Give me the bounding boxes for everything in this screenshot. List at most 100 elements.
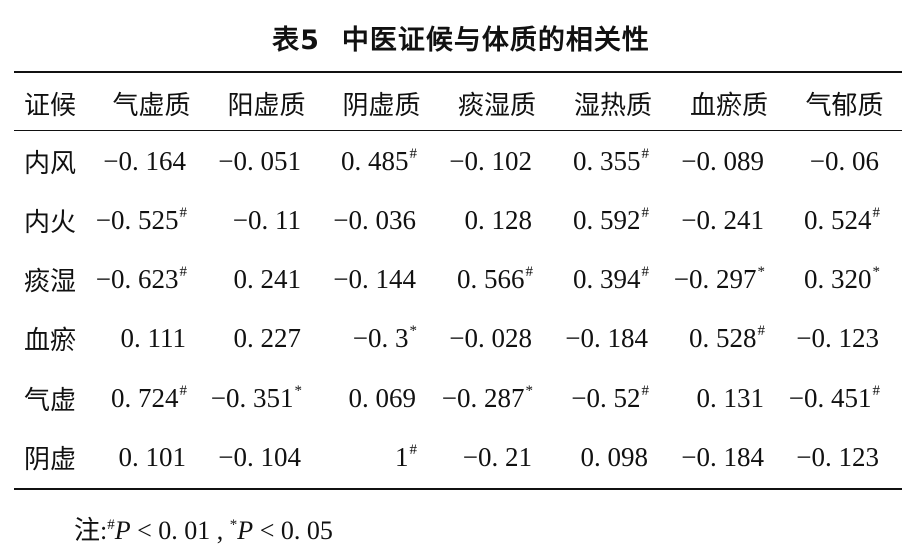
cell-value: 0. 592	[573, 204, 641, 235]
table-cell: −0. 623#	[94, 250, 209, 309]
cell-value: −0. 051	[218, 145, 301, 176]
table-cell: −0. 028	[439, 309, 555, 368]
column-header: 湿热质	[573, 90, 652, 121]
table-cell: 0. 592#	[555, 190, 671, 249]
cell-value: −0. 089	[681, 145, 764, 176]
cell-value: −0. 164	[103, 145, 186, 176]
cell-value: −0. 3	[352, 323, 409, 354]
significance-mark: *	[872, 263, 881, 280]
cell-value: 0. 101	[118, 442, 187, 473]
cell-value: −0. 104	[218, 442, 301, 473]
table-cell: −0. 104	[209, 428, 324, 487]
significance-mark: #	[872, 204, 881, 221]
significance-mark: #	[641, 145, 650, 162]
table-row: 内风 −0. 164 −0. 051 0. 485# −0. 102 0. 355# −0.…	[14, 131, 902, 190]
significance-mark: #	[179, 204, 188, 221]
table-cell: 0. 566#	[439, 250, 555, 309]
column-header: 血瘀质	[689, 90, 768, 121]
cell-value: 0. 111	[120, 323, 187, 354]
table-title: 表5 中医证候与体质的相关性	[0, 18, 918, 57]
table-cell: −0. 089	[671, 131, 787, 190]
significance-mark: #	[641, 263, 650, 280]
row-label: 血瘀	[24, 326, 77, 357]
significance-mark: *	[294, 382, 303, 399]
table-cell: −0. 287*	[439, 369, 555, 428]
cell-value: −0. 241	[681, 204, 764, 235]
table-row: 内火 −0. 525# −0. 11 −0. 036 0. 128 0. 592# −0. …	[14, 190, 902, 249]
column-header: 气虚质	[112, 90, 191, 121]
cell-value: 0. 098	[580, 442, 649, 473]
column-header: 阳虚质	[227, 90, 306, 121]
note-cond-1: < 0. 01 ,	[130, 516, 230, 545]
column-header: 证候	[24, 90, 77, 121]
significance-mark: #	[409, 145, 418, 162]
table-cell: −0. 051	[209, 131, 324, 190]
table-cell: 0. 069	[324, 369, 439, 428]
table-row: 阴虚 0. 101 −0. 104 1# −0. 21 0. 098 −0. 184 −0. …	[14, 428, 902, 487]
cell-value: −0. 525	[95, 204, 179, 235]
cell-value: 0. 241	[233, 263, 302, 294]
table-cell: 0. 227	[209, 309, 324, 368]
significance-mark: *	[757, 263, 766, 280]
table-cell: −0. 11	[209, 190, 324, 249]
cell-value: 0. 131	[696, 382, 765, 413]
table-row: 气虚 0. 724# −0. 351* 0. 069 −0. 287* −0. 52# 0.…	[14, 369, 902, 428]
table-cell: −0. 123	[787, 309, 902, 368]
table-cell: −0. 102	[439, 131, 555, 190]
table-cell: 0. 485#	[324, 131, 439, 190]
table-cell: −0. 21	[439, 428, 555, 487]
cell-value: 0. 128	[464, 204, 533, 235]
table-cell: 0. 131	[671, 369, 787, 428]
table-cell: −0. 164	[94, 131, 209, 190]
cell-value: −0. 06	[809, 145, 879, 176]
significance-mark: #	[757, 323, 766, 340]
table-cell: 1#	[324, 428, 439, 487]
significance-mark: #	[179, 382, 188, 399]
cell-value: 0. 355	[573, 145, 641, 176]
cell-value: 0. 394	[573, 263, 641, 294]
table-cell: 0. 528#	[671, 309, 787, 368]
cell-value: −0. 028	[449, 323, 532, 354]
cell-value: −0. 351	[210, 382, 294, 413]
table-number: 表5	[272, 25, 320, 56]
table-cell: −0. 525#	[94, 190, 209, 249]
column-header: 阴虚质	[342, 90, 421, 121]
table-cell: 0. 111	[94, 309, 209, 368]
bottom-rule	[14, 488, 902, 490]
cell-value: 0. 724	[111, 382, 179, 413]
significance-mark: #	[641, 204, 650, 221]
table-note: 注:#P < 0. 01 , *P < 0. 05	[74, 510, 333, 547]
cell-value: −0. 144	[333, 263, 416, 294]
cell-value: −0. 123	[796, 323, 879, 354]
table-cell: −0. 06	[787, 131, 902, 190]
table-cell: −0. 241	[671, 190, 787, 249]
cell-value: 0. 320	[804, 263, 872, 294]
note-prefix: 注:	[74, 516, 108, 545]
cell-value: −0. 11	[232, 204, 301, 235]
significance-mark: #	[872, 382, 881, 399]
row-label: 痰湿	[24, 266, 77, 297]
table-cell: −0. 3*	[324, 309, 439, 368]
significance-mark: *	[525, 382, 534, 399]
table-cell: 0. 241	[209, 250, 324, 309]
table-caption: 中医证候与体质的相关性	[341, 25, 650, 56]
cell-value: −0. 21	[462, 442, 532, 473]
table-cell: −0. 144	[324, 250, 439, 309]
significance-mark: #	[641, 382, 650, 399]
table-cell: 0. 320*	[787, 250, 902, 309]
header-row: 证候 气虚质 阳虚质 阴虚质 痰湿质 湿热质 血瘀质 气郁质	[14, 75, 902, 131]
table-row: 血瘀 0. 111 0. 227 −0. 3* −0. 028 −0. 184 0. 528…	[14, 309, 902, 368]
table-cell: −0. 184	[555, 309, 671, 368]
cell-value: −0. 184	[681, 442, 764, 473]
cell-value: 0. 524	[804, 204, 872, 235]
significance-mark: *	[409, 323, 418, 340]
cell-value: −0. 036	[333, 204, 416, 235]
table-cell: −0. 036	[324, 190, 439, 249]
correlation-table: 证候 气虚质 阳虚质 阴虚质 痰湿质 湿热质 血瘀质 气郁质 内风 −0. 164…	[14, 75, 902, 487]
table-cell: 0. 128	[439, 190, 555, 249]
significance-mark: #	[179, 263, 188, 280]
top-rule	[14, 71, 902, 73]
table-cell: 0. 098	[555, 428, 671, 487]
cell-value: 0. 069	[348, 382, 417, 413]
table-cell: −0. 351*	[209, 369, 324, 428]
